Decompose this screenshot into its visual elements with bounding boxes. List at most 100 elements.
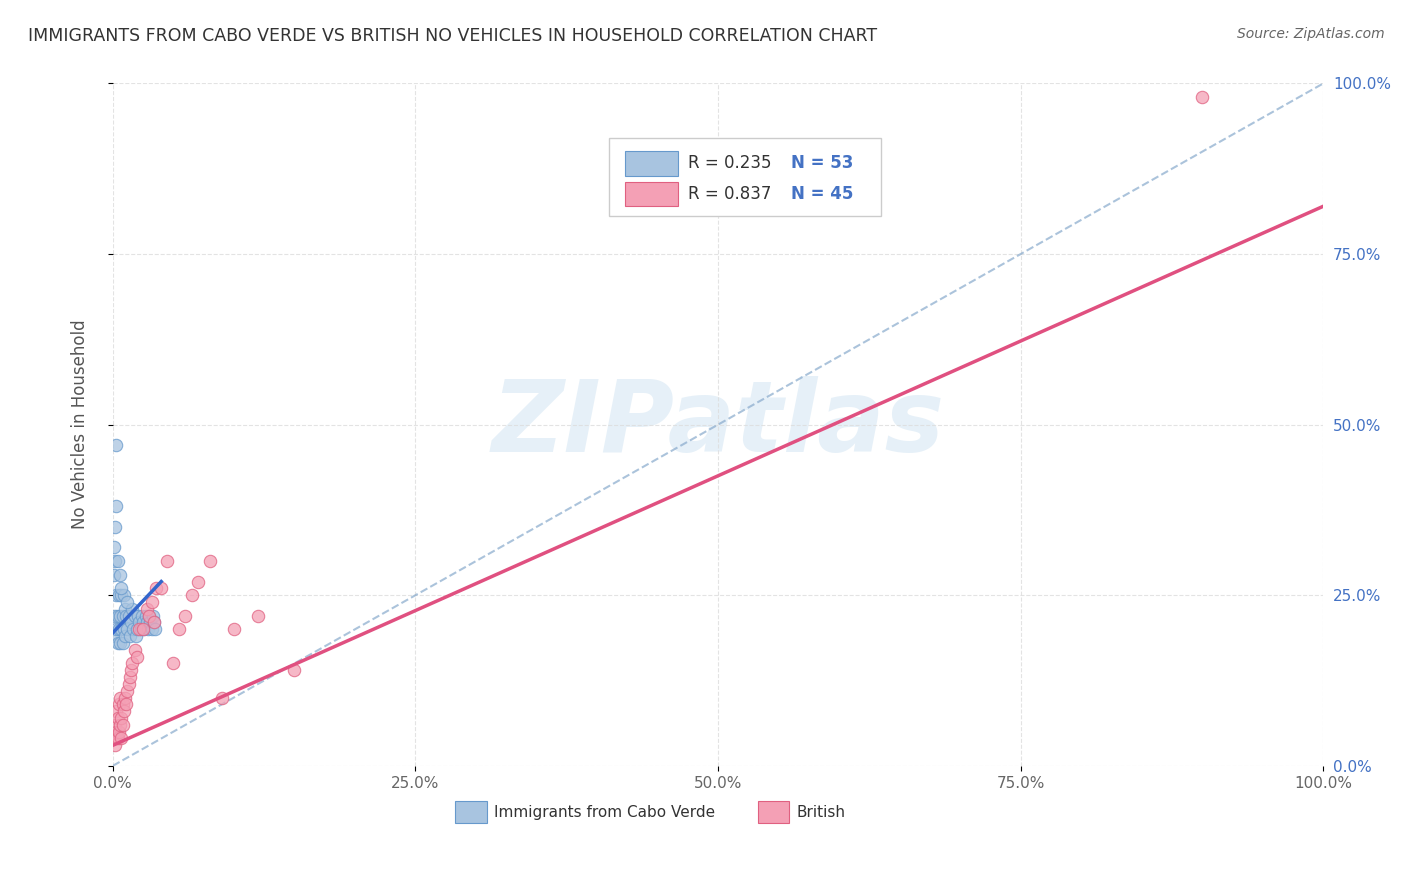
Point xyxy=(115,608,138,623)
Point xyxy=(125,629,148,643)
Point xyxy=(117,595,139,609)
FancyBboxPatch shape xyxy=(758,801,790,823)
Point xyxy=(108,636,131,650)
Point xyxy=(156,554,179,568)
Point xyxy=(108,718,131,732)
Point xyxy=(104,739,127,753)
Point xyxy=(128,615,150,630)
Point xyxy=(141,595,163,609)
Point xyxy=(107,731,129,746)
Point xyxy=(112,588,135,602)
Point xyxy=(139,615,162,630)
Point xyxy=(104,554,127,568)
Point xyxy=(105,704,128,718)
Point xyxy=(120,615,142,630)
Point xyxy=(134,623,156,637)
Point xyxy=(107,554,129,568)
Point xyxy=(136,623,159,637)
Text: R = 0.837: R = 0.837 xyxy=(688,185,770,203)
Text: British: British xyxy=(797,805,846,820)
FancyBboxPatch shape xyxy=(624,151,678,176)
Point xyxy=(103,731,125,746)
Point xyxy=(143,623,166,637)
Point xyxy=(145,582,167,596)
Point xyxy=(138,608,160,623)
Point xyxy=(107,608,129,623)
Point xyxy=(211,690,233,705)
Point xyxy=(111,698,134,712)
Text: N = 53: N = 53 xyxy=(790,154,853,172)
Point xyxy=(129,623,152,637)
Point xyxy=(143,615,166,630)
Point xyxy=(110,711,132,725)
Point xyxy=(247,608,270,623)
Point xyxy=(125,649,148,664)
Point xyxy=(104,718,127,732)
Point xyxy=(115,698,138,712)
Point xyxy=(118,629,141,643)
Point xyxy=(108,724,131,739)
Point xyxy=(180,588,202,602)
FancyBboxPatch shape xyxy=(609,138,882,217)
Point xyxy=(107,636,129,650)
Point xyxy=(110,731,132,746)
Point xyxy=(105,588,128,602)
Point xyxy=(105,438,128,452)
Point xyxy=(222,623,245,637)
Point xyxy=(103,541,125,555)
Point xyxy=(114,690,136,705)
Point xyxy=(105,724,128,739)
Point xyxy=(128,623,150,637)
Point xyxy=(117,623,139,637)
Point xyxy=(121,602,143,616)
Text: ZIPatlas: ZIPatlas xyxy=(492,376,945,473)
Point xyxy=(108,567,131,582)
Point xyxy=(111,608,134,623)
Point xyxy=(107,711,129,725)
Point xyxy=(198,554,221,568)
Point xyxy=(108,690,131,705)
Point xyxy=(112,704,135,718)
Point xyxy=(124,608,146,623)
Point xyxy=(135,608,157,623)
Point xyxy=(127,608,149,623)
Point xyxy=(110,588,132,602)
Point xyxy=(120,663,142,677)
Text: R = 0.235: R = 0.235 xyxy=(688,154,772,172)
Point xyxy=(108,698,131,712)
Point xyxy=(138,608,160,623)
Point xyxy=(111,718,134,732)
Point xyxy=(135,615,157,630)
Point xyxy=(132,615,155,630)
Y-axis label: No Vehicles in Household: No Vehicles in Household xyxy=(72,320,89,530)
FancyBboxPatch shape xyxy=(456,801,486,823)
Point xyxy=(112,623,135,637)
Text: N = 45: N = 45 xyxy=(790,185,853,203)
Point xyxy=(174,608,197,623)
Point xyxy=(103,567,125,582)
Point xyxy=(124,642,146,657)
Point xyxy=(118,670,141,684)
Point xyxy=(108,608,131,623)
Point xyxy=(117,608,139,623)
Point xyxy=(108,588,131,602)
Point xyxy=(111,636,134,650)
Point xyxy=(122,623,145,637)
Point xyxy=(105,623,128,637)
Point xyxy=(104,520,127,534)
Point xyxy=(187,574,209,589)
Point xyxy=(114,629,136,643)
Point xyxy=(104,608,127,623)
Point xyxy=(141,623,163,637)
Point xyxy=(283,663,305,677)
Point xyxy=(104,629,127,643)
Point xyxy=(121,657,143,671)
Point xyxy=(125,623,148,637)
Point xyxy=(143,615,166,630)
FancyBboxPatch shape xyxy=(624,182,678,206)
Point xyxy=(117,677,139,691)
Point xyxy=(110,582,132,596)
Point xyxy=(105,500,128,514)
Point xyxy=(110,623,132,637)
Point xyxy=(142,608,165,623)
